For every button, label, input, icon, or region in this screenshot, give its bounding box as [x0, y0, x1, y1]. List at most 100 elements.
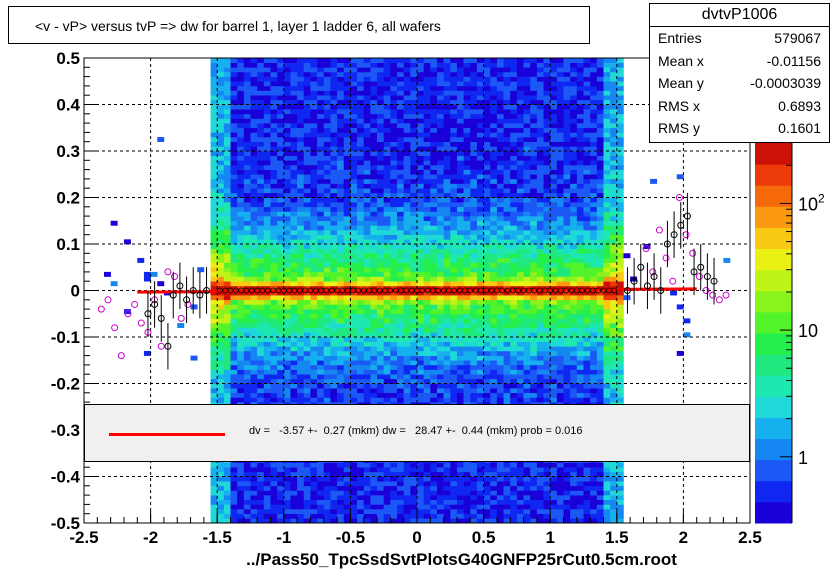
heatmap-cell — [403, 76, 411, 82]
heatmap-cell — [330, 118, 338, 124]
heatmap-cell — [357, 267, 365, 273]
heatmap-cell — [463, 104, 471, 110]
heatmap-cell — [397, 244, 404, 249]
heatmap-cell — [503, 327, 511, 333]
heatmap-cell — [330, 257, 338, 263]
heatmap-cell — [403, 146, 411, 152]
heatmap-cell — [470, 62, 478, 68]
heatmap-cell — [277, 104, 285, 110]
heatmap-cell — [436, 364, 444, 370]
heatmap-cell — [310, 318, 318, 324]
heatmap-cell — [397, 67, 404, 73]
heatmap-cell — [516, 188, 524, 194]
heatmap-cell — [257, 504, 265, 510]
heatmap-cell — [310, 216, 318, 222]
heatmap-cell — [510, 132, 518, 138]
heatmap-cell — [490, 76, 498, 82]
heatmap-cell — [310, 146, 318, 152]
heatmap-cell — [250, 151, 258, 156]
heatmap-cell — [257, 146, 265, 152]
heatmap-cell — [516, 383, 524, 389]
heatmap-cell — [530, 239, 538, 245]
heatmap-cell — [343, 518, 351, 524]
heatmap-cell — [250, 518, 258, 524]
heatmap-cell — [337, 174, 345, 180]
heatmap-cell — [403, 244, 411, 249]
heatmap-cell — [270, 234, 278, 240]
heatmap-cell — [476, 355, 484, 361]
heatmap-cell — [363, 462, 371, 468]
heatmap-cell — [483, 378, 491, 384]
heatmap-cell — [243, 216, 251, 222]
heatmap-cell — [456, 332, 464, 338]
heatmap-cell — [270, 364, 278, 370]
heatmap-cell — [283, 90, 291, 96]
heatmap-cell — [357, 341, 365, 347]
heatmap-cell — [243, 211, 251, 217]
heatmap-cell — [403, 216, 411, 222]
heatmap-cell — [516, 467, 524, 473]
heatmap-cell — [516, 206, 524, 212]
heatmap-cell — [270, 188, 278, 194]
heatmap-cell — [230, 109, 238, 115]
heatmap-cell — [450, 188, 458, 194]
heatmap-cell — [257, 127, 265, 133]
heatmap-cell — [370, 271, 378, 277]
heatmap-cell — [343, 76, 351, 82]
heatmap-cell — [263, 313, 271, 319]
heatmap-cell — [223, 481, 231, 487]
heatmap-cell — [516, 392, 524, 398]
heatmap-cell — [377, 160, 384, 166]
heatmap-cell — [290, 295, 298, 301]
heatmap-cell — [490, 169, 498, 175]
heatmap-cell — [516, 146, 524, 152]
heatmap-cell — [357, 304, 365, 310]
heatmap-cell — [536, 295, 544, 301]
heatmap-cell — [403, 67, 411, 73]
heatmap-cell — [476, 81, 484, 87]
heatmap-cell — [257, 216, 265, 222]
heatmap-cell — [237, 90, 245, 96]
heatmap-cell — [330, 346, 338, 352]
heatmap-cell — [290, 309, 298, 315]
heatmap-cell — [536, 271, 544, 277]
heatmap-cell — [343, 388, 351, 394]
heatmap-cell — [357, 360, 365, 366]
heatmap-cell — [217, 146, 225, 152]
heatmap-cell — [277, 299, 285, 305]
heatmap-cell — [343, 504, 351, 510]
heatmap-cell — [297, 341, 305, 347]
heatmap-cell — [496, 202, 504, 208]
heatmap-cell — [397, 109, 404, 115]
heatmap-cell — [496, 397, 504, 403]
heatmap-cell — [217, 202, 225, 208]
heatmap-cell — [476, 216, 484, 222]
heatmap-cell — [483, 234, 491, 240]
heatmap-cell — [377, 337, 384, 342]
heatmap-cell — [230, 244, 238, 249]
heatmap-cell — [270, 155, 278, 161]
heatmap-cell — [277, 360, 285, 366]
heatmap-cell — [383, 374, 391, 380]
heatmap-cell — [303, 383, 311, 389]
heatmap-cell — [383, 155, 391, 161]
heatmap-cell — [290, 71, 298, 77]
heatmap-cell — [397, 364, 404, 370]
heatmap-cell — [223, 318, 231, 324]
heatmap-cell — [503, 504, 511, 510]
heatmap-cell — [456, 518, 464, 524]
heatmap-cell — [390, 369, 398, 375]
heatmap-cell — [157, 281, 165, 287]
heatmap-cell — [463, 281, 471, 287]
heatmap-cell — [470, 155, 478, 161]
heatmap-cell — [223, 85, 231, 91]
heatmap-cell — [417, 281, 424, 287]
heatmap-cell — [496, 197, 504, 203]
heatmap-cell — [443, 90, 451, 96]
heatmap-cell — [297, 513, 305, 519]
heatmap-cell — [223, 62, 231, 68]
heatmap-cell — [230, 211, 238, 217]
heatmap-cell — [470, 192, 478, 198]
heatmap-cell — [210, 462, 218, 468]
heatmap-cell — [330, 67, 338, 73]
